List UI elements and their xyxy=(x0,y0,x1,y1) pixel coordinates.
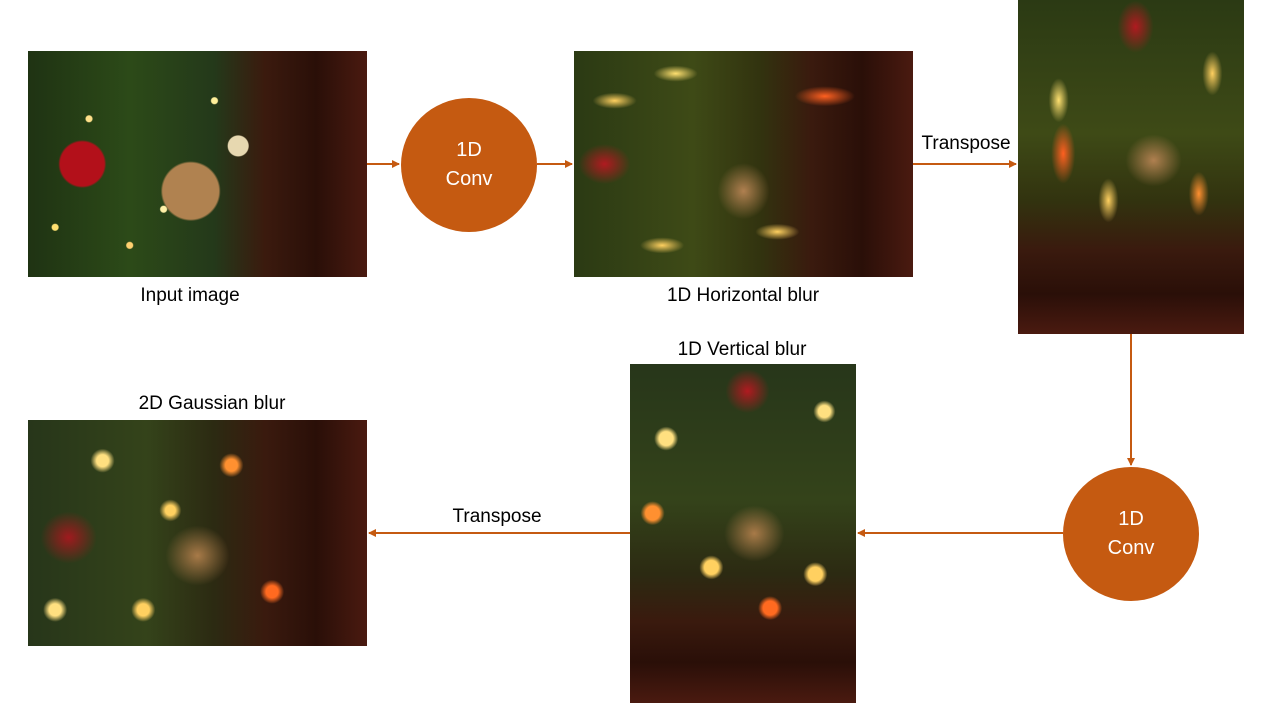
conv-node-bottom-line2: Conv xyxy=(1107,537,1155,559)
conv-node-top-line2: Conv xyxy=(445,168,493,190)
transpose-label-top: Transpose xyxy=(921,133,1011,154)
horizontal-blur-image xyxy=(574,51,913,277)
conv-node-top: 1D Conv xyxy=(401,98,537,232)
transposed-image xyxy=(1018,0,1244,334)
horizontal-blur-label: 1D Horizontal blur xyxy=(666,285,820,306)
vertical-blur-image xyxy=(630,364,856,703)
gaussian-blur-image xyxy=(28,420,367,646)
conv-node-bottom-line1: 1D xyxy=(1118,508,1144,530)
gaussian-blur-label: 2D Gaussian blur xyxy=(138,393,286,414)
vertical-blur-label: 1D Vertical blur xyxy=(677,339,807,360)
conv-node-top-line1: 1D xyxy=(456,139,482,161)
input-image-label: Input image xyxy=(140,285,240,306)
transpose-label-bottom: Transpose xyxy=(452,506,542,527)
conv-node-bottom: 1D Conv xyxy=(1063,467,1199,601)
input-image xyxy=(28,51,367,277)
